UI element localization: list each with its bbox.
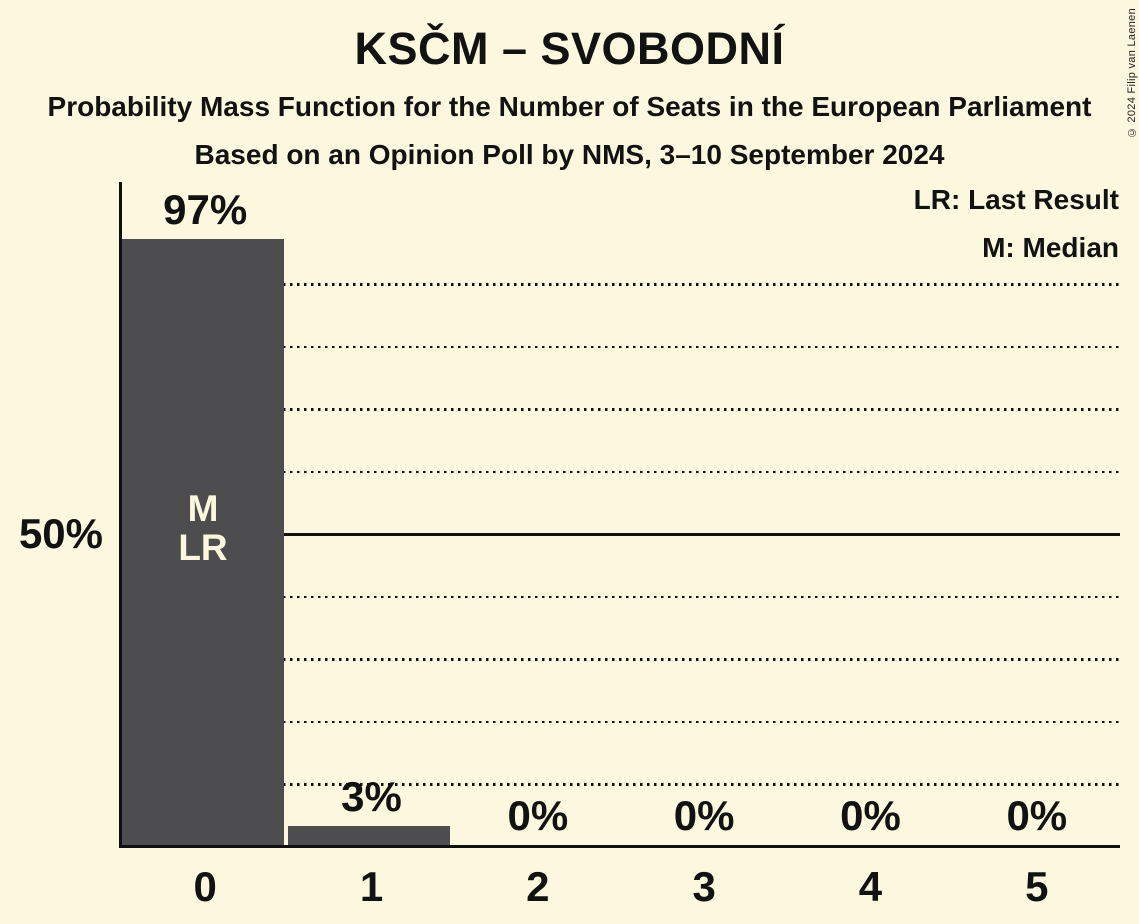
x-axis-tick-label-5: 5 — [1025, 863, 1049, 910]
annotation-line-lr: LR — [178, 527, 228, 568]
legend-last-result: LR: Last Result — [913, 184, 1119, 215]
plot-area: 97% 3% 0% 0% 0% 0% M LR — [119, 182, 1120, 848]
bar-value-label-seats-5: 0% — [1006, 792, 1068, 839]
gridline-dotted-80pct — [122, 345, 1120, 348]
bar-value-label-seats-1: 3% — [341, 773, 402, 821]
gridline-dotted-70pct — [122, 408, 1120, 411]
bar-value-label-seats-2: 0% — [507, 792, 569, 839]
gridline-dotted-20pct — [122, 720, 1120, 723]
x-axis-tick-label-1: 1 — [359, 863, 384, 910]
gridline-dotted-30pct — [122, 658, 1120, 661]
gridline-solid-50pct — [122, 532, 1120, 536]
gridline-dotted-10pct — [122, 783, 1120, 786]
y-axis-tick-label-50pct: 50% — [18, 510, 103, 557]
x-axis-tick-label-4: 4 — [858, 863, 883, 910]
chart-legend: LR: Last Result M: Median — [914, 176, 1119, 272]
gridline-dotted-60pct — [122, 470, 1120, 473]
x-axis-tick-label-0: 0 — [193, 863, 217, 910]
annotation-line-m: M — [187, 488, 219, 529]
copyright-notice: © 2024 Filip van Laenen — [1126, 8, 1138, 139]
bar-seats-1 — [288, 826, 451, 845]
bar-value-label-seats-3: 0% — [673, 792, 735, 839]
bar-value-label-seats-0: 97% — [163, 185, 248, 233]
chart-title: KSČM – SVOBODNÍ — [354, 23, 785, 74]
gridline-dotted-40pct — [122, 595, 1120, 598]
gridline-dotted-90pct — [122, 283, 1120, 286]
chart-poll-source: Based on an Opinion Poll by NMS, 3–10 Se… — [194, 139, 945, 170]
x-axis-tick-label-2: 2 — [526, 863, 550, 910]
chart-subtitle: Probability Mass Function for the Number… — [47, 91, 1092, 122]
bar-seats-0 — [122, 238, 284, 845]
bar-annotation-median-last-result: M LR — [122, 489, 284, 567]
bar-value-label-seats-4: 0% — [840, 792, 901, 839]
x-axis-tick-label-3: 3 — [692, 863, 716, 910]
legend-median: M: Median — [982, 232, 1119, 263]
